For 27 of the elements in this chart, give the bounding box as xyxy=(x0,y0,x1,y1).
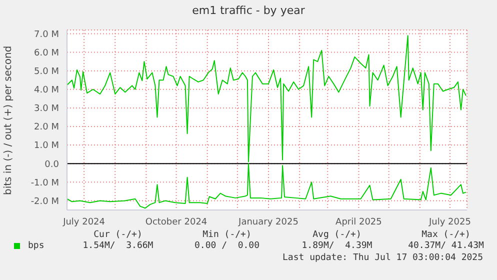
y-tick-label: 4.0 M xyxy=(34,86,59,96)
x-tick-label: October 2024 xyxy=(145,217,208,228)
y-tick-label: 5.0 M xyxy=(34,67,59,78)
y-tick-label: 2.0 M xyxy=(34,122,59,133)
x-tick-label: July 2024 xyxy=(62,217,106,228)
y-tick-label: -1.0 M xyxy=(30,178,59,188)
x-tick-label: April 2025 xyxy=(336,217,382,228)
text: Min (-/+) xyxy=(202,230,252,240)
text: Avg (-/+) xyxy=(312,230,362,240)
y-tick-label: 6.0 M xyxy=(34,48,59,58)
y-axis-title: bits in (-) / out (+) per second xyxy=(3,44,14,197)
y-tick-label: 7.0 M xyxy=(34,30,59,40)
text: Max (-/+) xyxy=(420,230,472,240)
text: 40.37M/ 41.43M xyxy=(407,241,485,251)
y-tick-label: 0.0 xyxy=(44,160,60,170)
x-tick-label: July 2025 xyxy=(428,217,471,228)
chart-title: em1 traffic - by year xyxy=(191,4,306,17)
text: 0.00 / 0.00 xyxy=(193,241,261,251)
text: 1.89M/ 4.39M xyxy=(300,241,374,251)
text: 1.54M/ 3.66M xyxy=(82,241,154,251)
x-tick-label: January 2025 xyxy=(238,217,298,228)
y-tick-label: -2.0 M xyxy=(30,196,59,207)
y-tick-label: 3.0 M xyxy=(34,104,59,114)
y-tick-label: 1.0 M xyxy=(34,141,59,152)
legend-label: bps xyxy=(27,241,44,251)
text: Last update: Thu Jul 17 03:00:04 2025 xyxy=(282,253,483,263)
text: Cur (-/+) xyxy=(92,230,144,240)
